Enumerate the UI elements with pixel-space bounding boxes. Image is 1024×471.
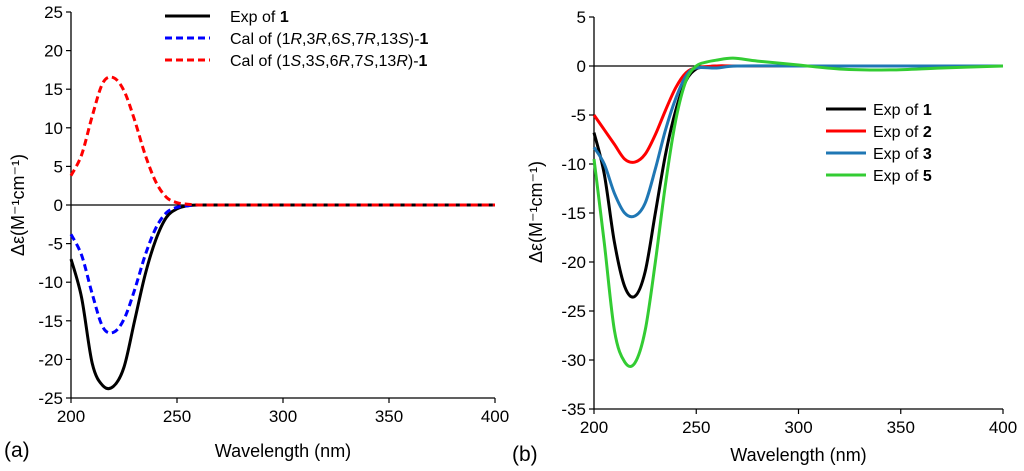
series-line bbox=[69, 203, 495, 335]
legend-entry: Exp of 2 bbox=[873, 124, 932, 141]
x-tick-label: 200 bbox=[57, 407, 85, 426]
x-tick-label: 350 bbox=[887, 418, 915, 437]
y-tick-label: 25 bbox=[44, 3, 63, 22]
panel-label: (a) bbox=[4, 439, 30, 462]
y-tick-label: -25 bbox=[38, 389, 63, 408]
y-tick-label: -10 bbox=[561, 155, 586, 174]
x-tick-label: 350 bbox=[375, 407, 403, 426]
x-tick-label: 200 bbox=[580, 418, 608, 437]
y-tick-label: 5 bbox=[54, 157, 63, 176]
series-line bbox=[592, 64, 1003, 164]
y-axis-title: Δε(M⁻¹cm⁻¹) bbox=[526, 161, 546, 263]
legend-entry: Exp of 3 bbox=[873, 146, 932, 163]
y-tick-label: 0 bbox=[54, 196, 63, 215]
y-axis-title: Δε(M⁻¹cm⁻¹) bbox=[8, 154, 28, 256]
legend-entry: Cal of (1R,3R,6S,7R,13S)-1 bbox=[230, 31, 428, 48]
y-tick-label: -15 bbox=[561, 204, 586, 223]
y-tick-label: -15 bbox=[38, 312, 63, 331]
y-tick-label: -30 bbox=[561, 351, 586, 370]
y-tick-label: -10 bbox=[38, 273, 63, 292]
series-line bbox=[592, 56, 1004, 368]
legend-entry: Exp of 1 bbox=[230, 9, 289, 26]
y-tick-label: -20 bbox=[38, 350, 63, 369]
series-line bbox=[69, 203, 495, 391]
y-tick-label: -5 bbox=[48, 235, 63, 254]
panel-label: (b) bbox=[512, 443, 538, 466]
x-tick-label: 300 bbox=[269, 407, 297, 426]
x-tick-label: 250 bbox=[682, 418, 710, 437]
legend-entry: Exp of 1 bbox=[873, 102, 932, 119]
x-axis-title: Wavelength (nm) bbox=[215, 441, 351, 461]
x-tick-label: 250 bbox=[163, 407, 191, 426]
legend-entry: Cal of (1S,3S,6R,7S,13R)-1 bbox=[230, 53, 428, 70]
legend-entry: Exp of 5 bbox=[873, 168, 932, 185]
x-axis-title: Wavelength (nm) bbox=[730, 445, 866, 465]
series-line bbox=[69, 75, 495, 207]
x-tick-label: 400 bbox=[989, 418, 1017, 437]
y-tick-label: 5 bbox=[577, 8, 586, 27]
y-tick-label: -5 bbox=[571, 106, 586, 125]
y-tick-label: 10 bbox=[44, 119, 63, 138]
series-line bbox=[592, 64, 1003, 219]
y-tick-label: 0 bbox=[577, 57, 586, 76]
y-tick-label: -35 bbox=[561, 400, 586, 419]
x-tick-label: 300 bbox=[784, 418, 812, 437]
y-tick-label: 15 bbox=[44, 80, 63, 99]
x-tick-label: 400 bbox=[481, 407, 509, 426]
y-tick-label: -20 bbox=[561, 253, 586, 272]
y-tick-label: -25 bbox=[561, 302, 586, 321]
y-tick-label: 20 bbox=[44, 42, 63, 61]
